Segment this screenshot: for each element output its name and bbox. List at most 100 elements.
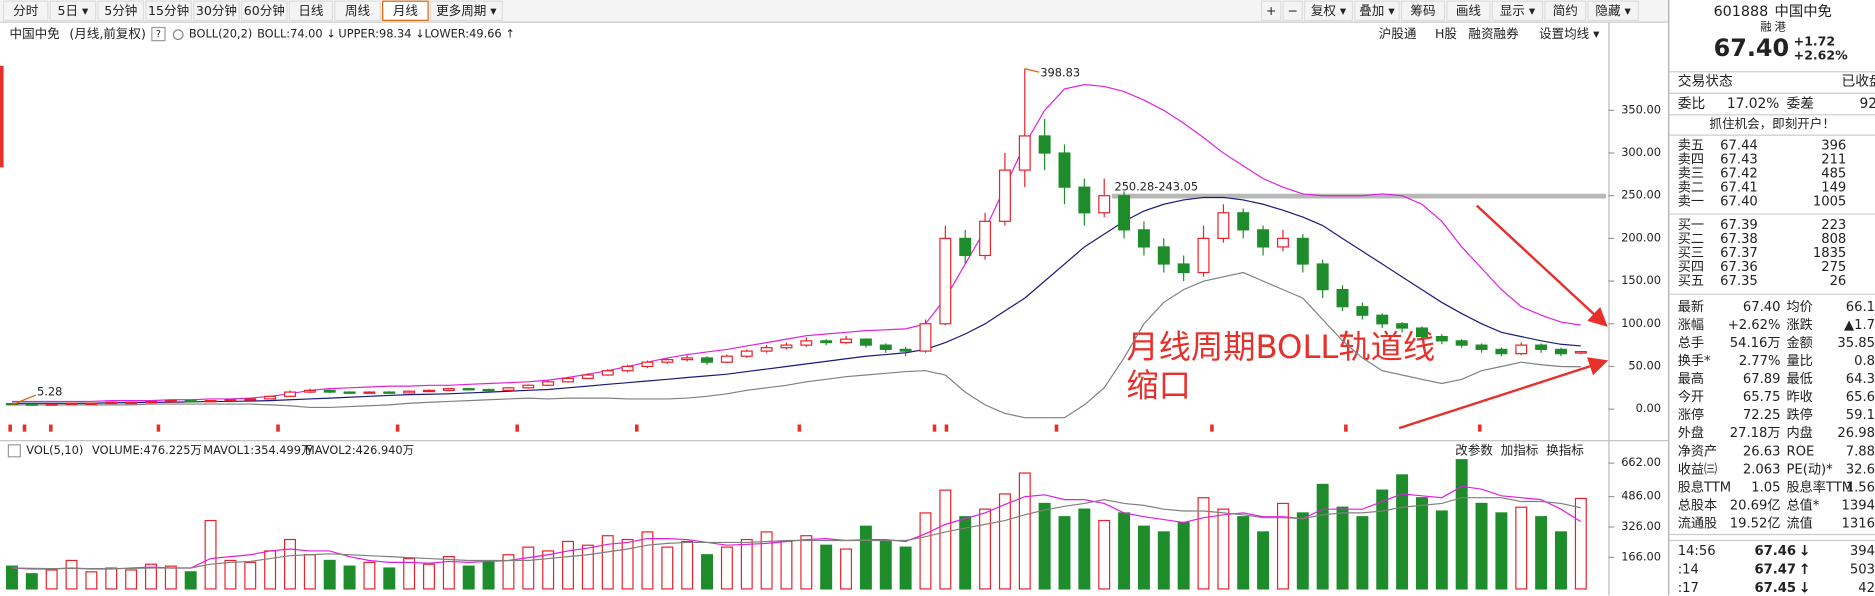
panel-link[interactable]: 改参数	[1455, 442, 1493, 457]
book-price: 67.42	[1720, 166, 1758, 181]
stat-label: 净资产	[1678, 443, 1717, 459]
tab[interactable]	[334, 0, 381, 21]
stat-label: 收益㈢	[1678, 461, 1717, 477]
arrow	[1398, 357, 1609, 430]
stat-value: 2.063	[1743, 462, 1781, 477]
tool-button[interactable]	[1544, 0, 1587, 21]
volume-bar	[701, 554, 714, 590]
tab[interactable]	[382, 0, 429, 21]
tool-button[interactable]	[1400, 0, 1446, 21]
volume-bar	[581, 544, 594, 590]
tab-label[interactable]: 日线	[298, 3, 324, 18]
help-icon[interactable]	[151, 26, 166, 42]
book-price: 67.39	[1720, 218, 1758, 233]
tab-label[interactable]: 5分钟	[104, 3, 137, 18]
banner[interactable]: 抓住机会，即刻开户！	[1709, 116, 1834, 131]
candle-body	[1276, 237, 1289, 248]
candle-body	[1157, 246, 1170, 265]
tab-label[interactable]: 周线	[345, 3, 371, 18]
tab[interactable]	[240, 0, 288, 21]
tool-button[interactable]	[1304, 0, 1354, 21]
candle-body	[244, 398, 257, 401]
volume-bar	[979, 508, 992, 590]
tab-label[interactable]: 5日 ▾	[58, 3, 90, 18]
trade-time: 14:56	[1678, 544, 1716, 559]
book-label: 卖三	[1678, 165, 1704, 181]
volume-bar	[1137, 525, 1150, 590]
header-link[interactable]: 设置均线 ▾	[1539, 26, 1600, 41]
trade-price: 67.45	[1755, 581, 1797, 596]
tool-label[interactable]: 隐藏 ▾	[1595, 3, 1631, 18]
tab-label[interactable]: 月线	[393, 3, 419, 18]
candle-body	[1554, 348, 1567, 355]
stat-value: 35.85	[1837, 336, 1875, 351]
tool-label[interactable]: 筹码	[1410, 3, 1435, 18]
volume-bar	[1018, 472, 1031, 590]
header-link[interactable]: 融资融券	[1468, 26, 1519, 41]
indicator-name: BOLL(20,2)	[189, 27, 252, 41]
stat-value: 20.69亿	[1730, 497, 1781, 513]
tool-label[interactable]: 画线	[1456, 3, 1482, 18]
tool-label[interactable]: 叠加 ▾	[1359, 3, 1395, 18]
tool-label[interactable]: +	[1266, 3, 1277, 18]
tool-button[interactable]	[1354, 0, 1400, 21]
tool-button[interactable]	[1260, 0, 1282, 21]
book-volume: 26	[1830, 274, 1847, 289]
tool-label[interactable]: 复权 ▾	[1311, 3, 1347, 18]
tab[interactable]	[193, 0, 240, 21]
panel-link[interactable]: 加指标	[1501, 442, 1539, 457]
header-link[interactable]: H股	[1435, 26, 1457, 41]
value: 92	[1859, 96, 1875, 112]
tool-button[interactable]	[1446, 0, 1491, 21]
tab[interactable]	[49, 0, 97, 21]
tool-button[interactable]	[1282, 0, 1303, 21]
y-tick-label: 200.00	[1621, 230, 1661, 244]
tab-label[interactable]: 更多周期 ▾	[436, 3, 497, 18]
candle-body	[1257, 229, 1270, 248]
tool-label[interactable]: 简约	[1553, 3, 1578, 18]
tool-button[interactable]	[1587, 0, 1639, 21]
volume-bar	[1038, 502, 1051, 590]
tab[interactable]	[145, 0, 192, 21]
label: 交易状态	[1678, 72, 1733, 89]
panel-link[interactable]: 换指标	[1546, 442, 1584, 457]
volume-bar	[244, 561, 257, 590]
stock-code: 601888	[1714, 4, 1769, 20]
volume-bar	[1296, 512, 1309, 590]
tag: 港	[1775, 20, 1787, 34]
tab[interactable]	[2, 0, 49, 21]
volume-bar	[383, 567, 396, 590]
tool-label[interactable]: −	[1287, 3, 1298, 18]
tab-label[interactable]: 15分钟	[148, 3, 189, 18]
book-volume: 211	[1821, 152, 1846, 167]
y-tick-label: 326.00	[1621, 519, 1661, 533]
collapse-icon[interactable]	[7, 444, 21, 458]
tool-button[interactable]	[1491, 0, 1544, 21]
volume-bar	[1237, 516, 1250, 590]
book-price: 67.43	[1720, 152, 1758, 167]
tab-label[interactable]: 分时	[13, 3, 39, 18]
tab-label[interactable]: 30分钟	[196, 3, 237, 18]
tab[interactable]	[97, 0, 145, 21]
stat-label: 股息TTM	[1678, 478, 1731, 495]
book-price: 67.35	[1720, 274, 1758, 289]
tab[interactable]	[429, 0, 503, 21]
volume-bar	[284, 538, 296, 590]
stat-value: 1316	[1842, 517, 1875, 532]
settings-icon[interactable]	[172, 29, 184, 41]
help-icon-glyph[interactable]: ?	[156, 29, 161, 40]
candle-body	[383, 391, 396, 394]
tab[interactable]	[288, 0, 334, 21]
candle-body	[1078, 186, 1091, 214]
book-label: 卖二	[1678, 179, 1704, 195]
candle-body	[581, 374, 594, 380]
header-link[interactable]: 沪股通	[1379, 26, 1417, 41]
volume-bar	[820, 544, 833, 590]
candle-body	[780, 344, 793, 349]
stat-value: 67.89	[1743, 372, 1781, 387]
stat-value: 27.18万	[1730, 426, 1781, 441]
price: 67.40	[1714, 34, 1790, 62]
tool-label[interactable]: 显示 ▾	[1500, 3, 1536, 18]
tab-label[interactable]: 60分钟	[244, 3, 285, 18]
